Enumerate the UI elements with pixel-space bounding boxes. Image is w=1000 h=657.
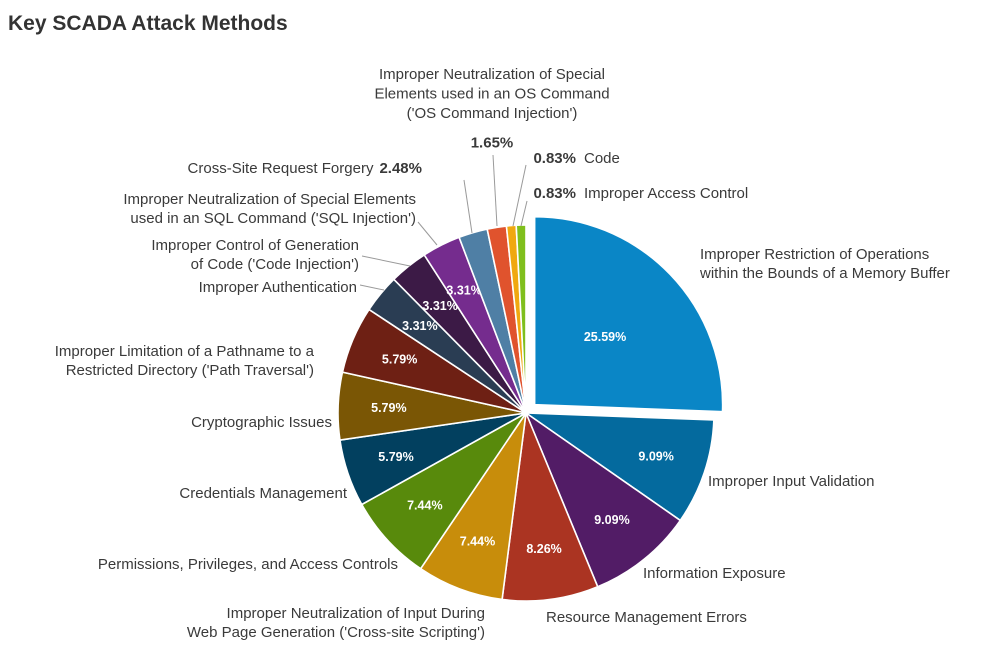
pie-slice — [501, 409, 599, 602]
slice-category-label: Improper Authentication — [199, 279, 357, 296]
slice-value-label: 9.09% — [594, 513, 629, 527]
slice-category-label: Cross-Site Request Forgery 2.48% — [188, 160, 422, 177]
slice-category-label: Code — [584, 150, 620, 167]
slice-category-label: Information Exposure — [643, 565, 786, 582]
slice-category-label: Improper Input Validation — [708, 473, 875, 490]
leader-line — [512, 164, 527, 227]
slice-value-label: 1.65% — [471, 135, 514, 152]
slice-category-label: Improper Access Control — [584, 185, 748, 202]
slice-value-label: 9.09% — [638, 450, 673, 464]
slice-value-label: 3.31% — [402, 319, 437, 333]
slice-category-label: Improper Restriction of Operations within… — [699, 246, 950, 282]
slice-value-label: 3.31% — [446, 284, 481, 298]
slice-category-label: Improper Limitation of a Pathname to a Re… — [55, 343, 315, 379]
pie-slice — [523, 412, 715, 522]
leader-line — [417, 221, 438, 246]
pie-slice — [524, 410, 682, 588]
slice-value-label: 5.79% — [382, 352, 417, 366]
pie-slice — [533, 215, 724, 413]
slice-value-label: 7.44% — [460, 534, 495, 548]
leader-line — [361, 255, 411, 267]
slice-category-label: Credentials Management — [179, 485, 347, 502]
slice-category-label: Cryptographic Issues — [191, 414, 332, 431]
leader-line — [492, 154, 498, 227]
leader-line — [520, 200, 528, 227]
leader-line — [359, 284, 385, 291]
slice-category-label: Improper Neutralization of Special Eleme… — [123, 191, 416, 227]
slice-category-label: Improper Neutralization of Special Elemen… — [374, 66, 609, 122]
slice-value-label: 7.44% — [407, 499, 442, 513]
slice-category-label: Improper Control of Generation of Code ('… — [151, 237, 359, 273]
slice-category-label: Resource Management Errors — [546, 609, 747, 626]
leader-line — [463, 179, 473, 234]
slice-value-label: 0.83% — [533, 185, 576, 202]
slice-value-label: 3.31% — [422, 299, 457, 313]
slice-value-label: 25.59% — [584, 330, 626, 344]
slice-value-label: 5.79% — [371, 401, 406, 415]
slice-category-label: Permissions, Privileges, and Access Cont… — [98, 556, 398, 573]
slice-value-label: 5.79% — [378, 450, 413, 464]
slice-value-label: 0.83% — [533, 150, 576, 167]
chart-title: Key SCADA Attack Methods — [8, 12, 288, 35]
slice-category-label: Improper Neutralization of Input During W… — [187, 605, 485, 641]
slice-value-label: 8.26% — [526, 542, 561, 556]
